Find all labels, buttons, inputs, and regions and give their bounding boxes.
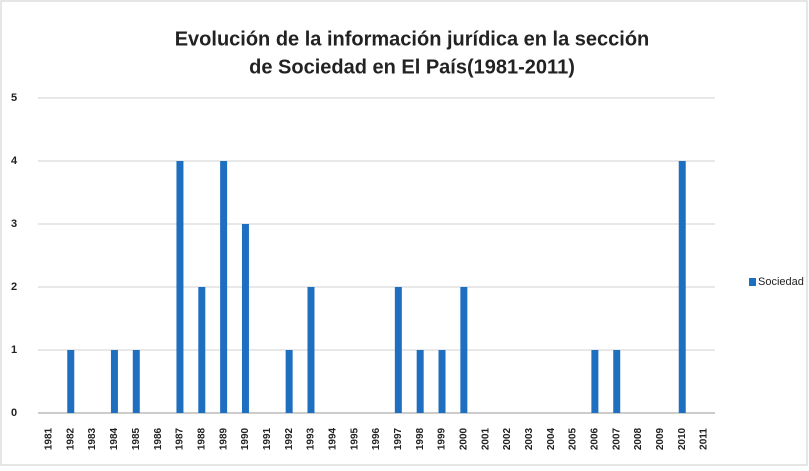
x-tick-label: 1981 (44, 427, 55, 450)
y-tick-label: 5 (11, 92, 17, 104)
y-tick-label: 2 (11, 281, 17, 293)
x-tick-label: 1996 (371, 427, 382, 450)
x-tick-label: 1998 (415, 427, 426, 450)
x-tick-label: 2008 (633, 427, 644, 450)
x-tick-label: 2003 (524, 427, 535, 450)
bar (416, 350, 424, 413)
x-tick-label: 1997 (393, 427, 404, 450)
legend-swatch (749, 278, 756, 286)
chart-title: Evolución de la información jurídica en … (175, 28, 650, 50)
bar (67, 350, 75, 413)
bar (307, 287, 315, 413)
x-tick-label: 2001 (480, 427, 491, 450)
chart-title: de Sociedad en El País(1981-2011) (249, 56, 575, 78)
x-tick-label: 1989 (218, 427, 229, 450)
x-tick-label: 1982 (65, 427, 76, 450)
x-tick-label: 2004 (546, 427, 557, 450)
bar (394, 287, 402, 413)
y-tick-label: 4 (11, 155, 18, 167)
bar (132, 350, 140, 413)
x-tick-label: 2007 (611, 427, 622, 450)
x-tick-label: 1992 (284, 427, 295, 450)
x-tick-label: 2000 (458, 427, 469, 450)
x-tick-label: 2006 (590, 427, 601, 450)
bar (176, 161, 184, 413)
bar (438, 350, 446, 413)
y-tick-label: 0 (11, 407, 17, 419)
x-tick-label: 2009 (655, 427, 666, 450)
x-tick-label: 1986 (153, 427, 164, 450)
x-tick-label: 2002 (502, 427, 513, 450)
bar (678, 161, 686, 413)
bar (613, 350, 621, 413)
bar (591, 350, 599, 413)
x-tick-label: 1993 (306, 427, 317, 450)
y-tick-label: 1 (11, 344, 17, 356)
bar (220, 161, 228, 413)
x-tick-label: 2010 (677, 427, 688, 450)
x-tick-label: 1983 (87, 427, 98, 450)
x-tick-label: 1990 (240, 427, 251, 450)
bar (285, 350, 293, 413)
x-tick-label: 1994 (327, 427, 338, 450)
bar (110, 350, 118, 413)
bar (460, 287, 468, 413)
x-tick-label: 1988 (196, 427, 207, 450)
legend-label: Sociedad (758, 276, 804, 288)
x-tick-label: 2011 (699, 428, 710, 450)
x-tick-label: 1999 (437, 427, 448, 450)
bar (198, 287, 206, 413)
x-tick-label: 1987 (175, 427, 186, 450)
y-tick-label: 3 (11, 218, 17, 230)
bar (241, 224, 249, 413)
x-tick-label: 2005 (568, 427, 579, 450)
x-tick-label: 1995 (349, 427, 360, 450)
x-tick-label: 1991 (262, 427, 273, 450)
x-tick-label: 1984 (109, 427, 120, 450)
x-tick-label: 1985 (131, 427, 142, 450)
